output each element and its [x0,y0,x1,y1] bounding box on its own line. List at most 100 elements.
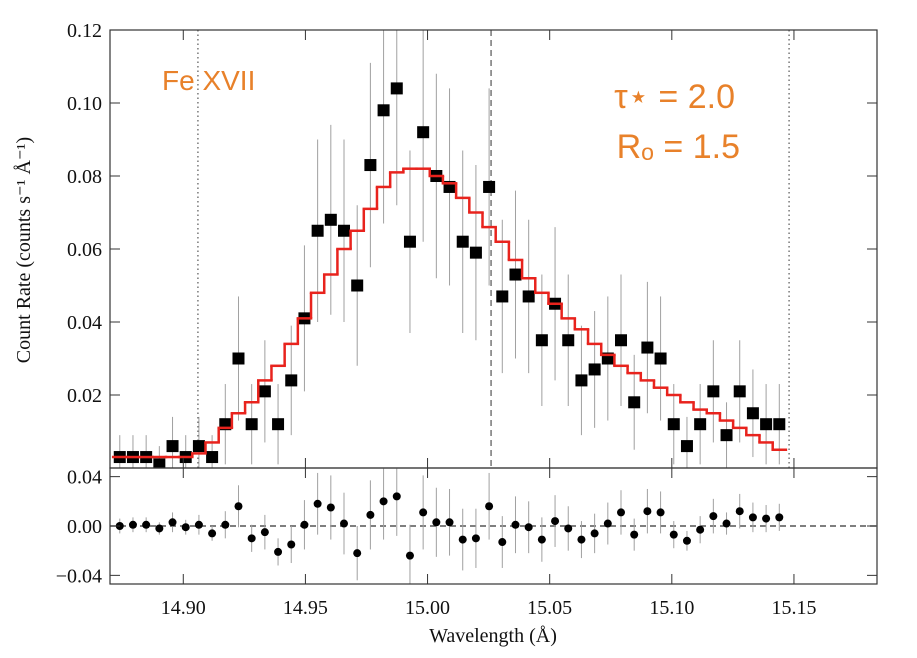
residual-point [326,503,335,512]
data-point [364,159,377,172]
x-tick-label: 15.10 [649,597,694,619]
data-point [628,396,641,409]
data-point [272,418,285,431]
data-point [153,458,166,468]
y-tick-label: 0.06 [67,239,102,261]
data-point [509,268,522,281]
x-tick-label: 15.05 [527,597,572,619]
residual-point [709,512,718,521]
data-point [469,246,482,259]
data-point [351,279,364,292]
y-tick-label: 0.04 [67,312,102,334]
residual-point [353,549,362,558]
data-point [760,418,773,431]
data-point [496,290,509,303]
data-point [746,407,759,420]
x-tick-label: 14.90 [161,597,206,619]
y-tick-label: 0.00 [67,516,102,538]
y-tick-label: 0.02 [67,385,102,407]
residual-point [155,524,164,533]
data-point [667,418,680,431]
data-point [733,385,746,398]
residual-point [617,508,626,517]
residual-point [630,530,639,539]
residual-point [748,513,757,522]
y-tick-label: 0.04 [67,467,102,489]
data-point [535,334,548,347]
data-point [575,374,588,387]
data-point [654,352,667,365]
data-point [417,126,430,139]
x-tick-label: 15.00 [405,597,450,619]
residual-point [392,492,401,501]
residual-point [168,518,177,527]
data-point [258,385,271,398]
data-point [522,290,535,303]
y-tick-label: −0.04 [56,565,102,587]
residual-point [471,534,480,543]
residual-point [194,520,203,529]
residual-point [551,517,560,526]
residual-point [221,520,230,529]
residual-point [511,520,520,529]
data-point [694,418,707,431]
residual-point [366,510,375,519]
residual-point [498,538,507,547]
y-tick-label: 0.08 [67,166,102,188]
data-point [588,363,601,376]
data-point [311,224,324,237]
residual-point [181,523,190,532]
residual-point [735,507,744,516]
residual-point [313,499,322,508]
residual-point [208,529,217,538]
residual-point [590,529,599,538]
residual-point [128,520,137,529]
residual-point [379,497,388,506]
plot-area [110,468,877,584]
data-point [773,418,786,431]
residual-point [775,513,784,522]
residual-point [274,547,283,556]
residual-point [682,536,691,545]
residual-point [142,520,151,529]
residual-point [524,523,533,532]
x-tick-label: 15.15 [771,597,816,619]
x-axis-title: Wavelength (Å) [429,625,557,647]
residual-point [485,502,494,511]
annotation: Rₒ = 1.5 [617,128,740,166]
data-point [456,235,469,248]
residual-point [340,519,349,528]
data-point [206,451,219,464]
residual-point [260,528,269,537]
residual-point [656,508,665,517]
residual-point [722,519,731,528]
residual-point [537,535,546,544]
data-point [232,352,245,365]
residual-point [234,502,243,511]
residual-point [445,518,454,527]
residual-point [564,524,573,533]
data-point [245,418,258,431]
plot-area [111,30,790,468]
data-point [615,334,628,347]
data-point [707,385,720,398]
residual-point [432,518,441,527]
data-point [192,440,205,453]
y-tick-label: 0.10 [67,93,102,115]
data-point [483,180,496,193]
residual-point [669,530,678,539]
annotation: Fe XVII [162,65,255,96]
residual-point [643,507,652,516]
data-point [680,440,693,453]
data-point [338,224,351,237]
data-point [166,440,179,453]
residual-point [419,508,428,517]
residual-point [300,520,309,529]
annotation: τ⋆ = 2.0 [614,78,735,116]
data-point [324,213,337,226]
residual-point [577,535,586,544]
data-point [562,334,575,347]
y-tick-label: 0.12 [67,20,102,42]
data-point [285,374,298,387]
